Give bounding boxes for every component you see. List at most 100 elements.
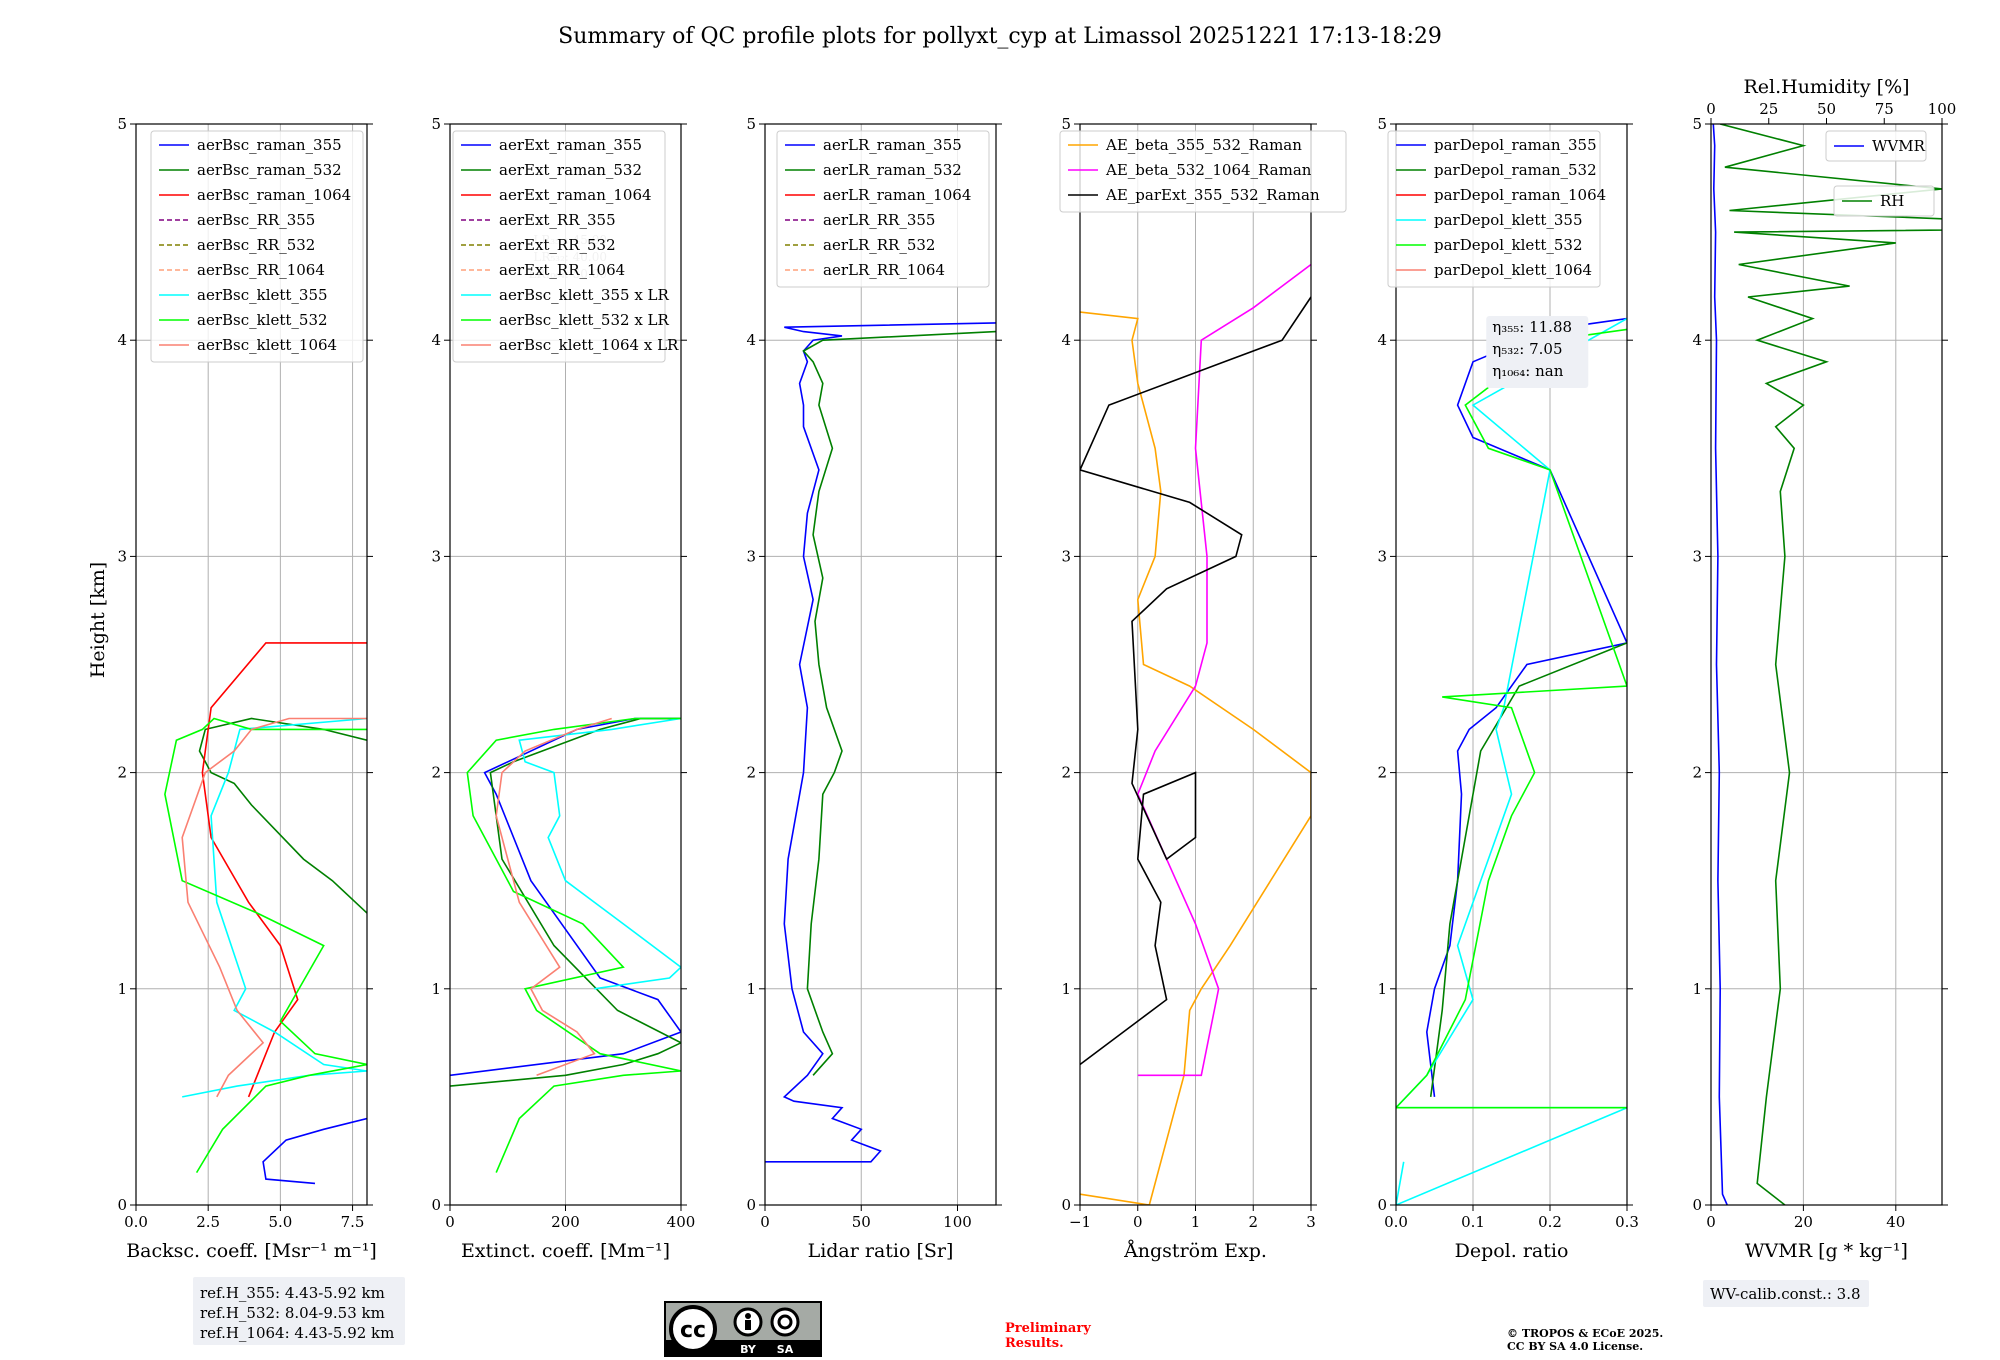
series-line-parDepol-raman-355	[1425, 317, 1627, 1097]
legend-label: WVMR	[1872, 137, 1926, 155]
axes-frame	[135, 123, 368, 1206]
y-tick-label: 5	[1692, 115, 1702, 133]
y-tick-label: 3	[1692, 547, 1702, 565]
panels: 0.0 2.5 5.0 7.5 0 1 2 3 4 5 Backsc. coeff. [Msr⁻¹ …	[117, 76, 1957, 1262]
y-tick-label: 2	[746, 764, 756, 782]
legend-label: parDepol_klett_532	[1434, 236, 1583, 254]
y-tick-label: 1	[431, 980, 441, 998]
by-person-icon	[745, 1313, 751, 1319]
x-tick-label: 3	[1306, 1213, 1316, 1231]
y-tick-label: 0	[431, 1196, 441, 1214]
series-group	[450, 717, 681, 1173]
x-tick-label: 7.5	[341, 1213, 365, 1231]
y-tick-label: 5	[431, 115, 441, 133]
legend-label: aerExt_RR_1064	[499, 261, 625, 279]
x-tick-label: 40	[1886, 1213, 1905, 1231]
legend-label: aerLR_raman_532	[823, 161, 962, 179]
top-x-tick-label: 0	[1706, 100, 1716, 118]
y-tick-label: 0	[746, 1196, 756, 1214]
x-axis-label: Depol. ratio	[1455, 1240, 1569, 1262]
legend-label: RH	[1880, 192, 1904, 210]
ref-height-532: ref.H_532: 8.04-9.53 km	[200, 1304, 385, 1322]
y-tick-label: 4	[117, 331, 127, 349]
y-tick-label: 0	[1377, 1196, 1387, 1214]
legend-label: aerBsc_raman_532	[197, 161, 342, 179]
y-tick-label: 1	[1061, 980, 1071, 998]
legend: aerLR_raman_355 aerLR_raman_532 aerLR_rama…	[776, 130, 990, 288]
legend-box	[1387, 130, 1601, 288]
series-line-parDepol-klett-532	[1396, 328, 1627, 1109]
legend-label: aerBsc_RR_1064	[197, 261, 325, 279]
y-tick-label: 3	[746, 547, 756, 565]
legend-label: parDepol_raman_532	[1434, 161, 1597, 179]
series-line-AE-parExt-355-532-Raman	[1080, 296, 1311, 1066]
panel-ext: 0 200 400 0 1 2 3 4 5 Extinct. coeff. [Mm⁻¹] aerEx…	[431, 115, 695, 1262]
series-line-aerBsc-klett-1064	[181, 717, 367, 1098]
top-x-tick-label: 100	[1928, 100, 1957, 118]
x-tick-label: 400	[667, 1213, 696, 1231]
y-tick-label: 4	[1692, 331, 1702, 349]
series-line-aerBsc-raman-532	[198, 717, 367, 914]
legend-label: aerExt_RR_532	[499, 236, 616, 254]
axes-frame	[764, 123, 997, 1206]
x-tick-label: 0.2	[1538, 1213, 1562, 1231]
legend-box	[1833, 185, 1935, 217]
y-tick-label: 4	[1061, 331, 1071, 349]
series-line-aerExt-raman-355	[450, 717, 681, 1077]
legend-label: parDepol_klett_1064	[1434, 261, 1592, 279]
legend-label: aerBsc_raman_1064	[197, 186, 351, 204]
y-tick-label: 1	[746, 980, 756, 998]
legend-label: AE_parExt_355_532_Raman	[1105, 186, 1320, 204]
y-tick-label: 2	[1692, 764, 1702, 782]
x-tick-label: 0.1	[1461, 1213, 1485, 1231]
panel-wv: 0 20 40 0 1 2 3 4 5 WVMR [g * kg⁻¹] 0 25 50 75 100 Rel.…	[1692, 76, 1957, 1262]
y-tick-label: 1	[117, 980, 127, 998]
series-line-aerBsc-raman-355	[262, 1117, 367, 1185]
legend-label: parDepol_klett_355	[1434, 211, 1583, 229]
eta-annotation: η₁₀₆₄: nan	[1492, 362, 1563, 380]
x-tick-label: 0.3	[1615, 1213, 1639, 1231]
eta-annotation: η₃₅₅: 11.88	[1492, 318, 1572, 336]
wv-calib-box: WV-calib.const.: 3.8	[1703, 1280, 1869, 1307]
legend-box	[150, 130, 364, 363]
y-tick-label: 2	[117, 764, 127, 782]
x-tick-label: 200	[551, 1213, 580, 1231]
cc-license-badge: cc BY SA	[664, 1301, 822, 1357]
legend: aerExt_raman_355 aerExt_raman_532 aerExt_r…	[452, 130, 679, 363]
series-line-parDepol-raman-532	[1429, 642, 1627, 1098]
series-group	[1080, 263, 1311, 1205]
figure-title: Summary of QC profile plots for pollyxt_…	[558, 24, 1442, 49]
series-group	[164, 642, 367, 1185]
x-tick-label: −1	[1069, 1213, 1091, 1231]
wv-calib-text: WV-calib.const.: 3.8	[1710, 1285, 1861, 1303]
x-axis-label: WVMR [g * kg⁻¹]	[1745, 1240, 1908, 1262]
y-tick-label: 5	[1061, 115, 1071, 133]
legend-label: AE_beta_355_532_Raman	[1105, 136, 1302, 154]
copyright-line1: © TROPOS & ECoE 2025.	[1507, 1327, 1663, 1340]
x-tick-label: 0	[760, 1213, 770, 1231]
y-tick-label: 0	[117, 1196, 127, 1214]
legend-label: AE_beta_532_1064_Raman	[1105, 161, 1312, 179]
y-tick-label: 2	[1061, 764, 1071, 782]
y-tick-label: 3	[1377, 547, 1387, 565]
legend-box	[452, 130, 666, 363]
eta-annotation: η₅₃₂: 7.05	[1492, 340, 1562, 358]
series-line-aerExt-raman-532	[450, 717, 681, 1087]
legend-label: aerBsc_RR_532	[197, 236, 315, 254]
legend-label: aerBsc_RR_355	[197, 211, 315, 229]
legend-label: aerBsc_raman_355	[197, 136, 342, 154]
sa-label: SA	[777, 1343, 794, 1356]
legend-box	[1059, 130, 1347, 213]
axes-frame	[1395, 123, 1628, 1206]
legend-label: aerBsc_klett_1064 x LR	[499, 336, 679, 354]
y-tick-label: 5	[746, 115, 756, 133]
y-tick-label: 3	[1061, 547, 1071, 565]
legend-label: aerLR_raman_1064	[823, 186, 971, 204]
series-line-aerBsc-klett-532	[164, 717, 367, 1174]
series-line-RH	[1719, 124, 1942, 1205]
y-tick-label: 4	[431, 331, 441, 349]
legend-label: aerBsc_klett_355 x LR	[499, 286, 670, 304]
series-line-aerBsc-klett-532-x-LR	[466, 717, 681, 1173]
x-axis-label: Backsc. coeff. [Msr⁻¹ m⁻¹]	[126, 1240, 377, 1262]
